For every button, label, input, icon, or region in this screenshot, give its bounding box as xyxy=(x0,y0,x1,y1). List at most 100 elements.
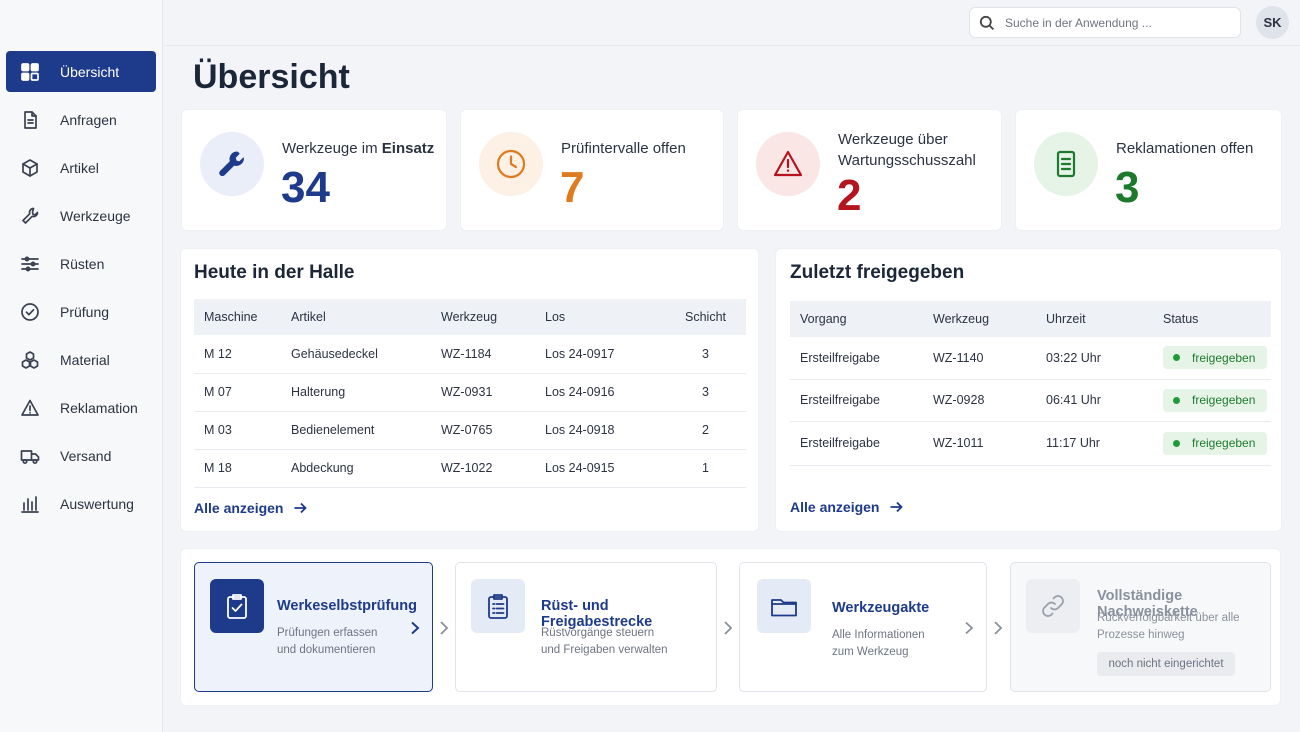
chevron-right-icon xyxy=(724,621,733,635)
sidebar-item-reklamation[interactable]: Reklamation xyxy=(6,387,156,428)
kpi-card-werkzeuge-im-einsatz[interactable]: Werkzeuge im Einsatz 34 xyxy=(181,109,447,231)
sidebar-item-ruesten[interactable]: Rüsten xyxy=(6,243,156,284)
show-all-link[interactable]: Alle anzeigen xyxy=(790,499,904,515)
cell-uhrzeit: 11:17 Uhr xyxy=(1036,421,1153,466)
show-all-label: Alle anzeigen xyxy=(790,499,880,515)
status-badge: freigegeben xyxy=(1163,346,1268,370)
cell-uhrzeit: 03:22 Uhr xyxy=(1036,337,1153,380)
column-header[interactable]: Artikel xyxy=(281,299,431,335)
table-row[interactable]: Ersteilfreigabe WZ-1011 11:17 Uhr freige… xyxy=(790,421,1271,466)
chevron-right-icon xyxy=(965,621,974,635)
step-title: Werkeselbstprüfung xyxy=(277,598,417,614)
column-header[interactable]: Werkzeug xyxy=(923,301,1036,337)
dashboard-icon xyxy=(6,62,54,82)
show-all-link[interactable]: Alle anzeigen xyxy=(194,500,308,516)
cell-artikel: Halterung xyxy=(281,373,431,412)
step-ruest-und-freigabestrecke[interactable]: Rüst- und Freigabestrecke Rüstvorgänge s… xyxy=(455,562,717,692)
avatar[interactable]: SK xyxy=(1256,6,1289,39)
cell-werkzeug: WZ-1184 xyxy=(431,335,535,374)
column-header[interactable]: Uhrzeit xyxy=(1036,301,1153,337)
column-header[interactable]: Schicht xyxy=(665,299,746,335)
sidebar-item-material[interactable]: Material xyxy=(6,339,156,380)
column-header[interactable]: Los xyxy=(535,299,665,335)
freigegeben-table: Vorgang Werkzeug Uhrzeit Status Ersteilf… xyxy=(790,301,1271,466)
status-label: freigegeben xyxy=(1192,350,1256,365)
table-row[interactable]: Ersteilfreigabe WZ-0928 06:41 Uhr freige… xyxy=(790,379,1271,422)
sliders-icon xyxy=(6,254,54,274)
search-input[interactable]: Suche in der Anwendung ... xyxy=(969,7,1241,38)
sidebar-item-label: Übersicht xyxy=(60,63,120,80)
kpi-label: Werkzeuge über Wartungsschusszahl xyxy=(838,131,976,169)
step-title: Vollständige Nachweiskette xyxy=(1097,588,1198,620)
table-row[interactable]: Ersteilfreigabe WZ-1140 03:22 Uhr freige… xyxy=(790,337,1271,380)
step-subtitle: Rückverfolgbarkeit über alle Prozesse hin… xyxy=(1097,612,1240,641)
panel-heute-in-der-halle: Heute in der Halle Maschine Artikel Werk… xyxy=(180,248,759,532)
check-circle-icon xyxy=(6,302,54,322)
sidebar-item-auswertung[interactable]: Auswertung xyxy=(6,483,156,524)
column-header[interactable]: Vorgang xyxy=(790,301,923,337)
clipboard-check-icon xyxy=(210,579,264,633)
sidebar-item-versand[interactable]: Versand xyxy=(6,435,156,476)
cell-schicht: 2 xyxy=(665,411,746,450)
sidebar-item-label: Auswertung xyxy=(60,495,134,512)
sidebar-item-uebersicht[interactable]: Übersicht xyxy=(6,51,156,92)
step-werkeselbstpruefung[interactable]: Werkeselbstprüfung Prüfungen erfassen und… xyxy=(194,562,433,692)
cell-status: freigegeben xyxy=(1153,379,1271,422)
table-row[interactable]: M 03 Bedienelement WZ-0765 Los 24-0918 2 xyxy=(194,411,746,450)
process-flow: Werkeselbstprüfung Prüfungen erfassen und… xyxy=(180,548,1281,706)
panel-title: Heute in der Halle xyxy=(194,262,355,283)
status-label: freigegeben xyxy=(1192,436,1256,450)
table-row[interactable]: M 12 Gehäusedeckel WZ-1184 Los 24-0917 3 xyxy=(194,335,746,374)
sidebar-item-anfragen[interactable]: Anfragen xyxy=(6,99,156,140)
cell-artikel: Abdeckung xyxy=(281,449,431,488)
search-placeholder: Suche in der Anwendung ... xyxy=(1005,15,1152,30)
cell-werkzeug: WZ-0931 xyxy=(431,373,535,412)
table-header-row: Vorgang Werkzeug Uhrzeit Status xyxy=(790,301,1271,337)
sidebar-item-artikel[interactable]: Artikel xyxy=(6,147,156,188)
sidebar-item-label: Artikel xyxy=(60,159,99,176)
status-badge: freigegeben xyxy=(1163,388,1268,412)
cell-schicht: 3 xyxy=(665,373,746,412)
clock-icon xyxy=(479,132,543,196)
table-row[interactable]: M 18 Abdeckung WZ-1022 Los 24-0915 1 xyxy=(194,449,746,488)
wrench-icon xyxy=(200,132,264,196)
status-badge: noch nicht eingerichtet xyxy=(1097,652,1235,676)
kpi-value: 7 xyxy=(560,163,585,212)
kpi-card-reklamationen-offen[interactable]: Reklamationen offen 3 xyxy=(1015,109,1282,231)
cell-maschine: M 12 xyxy=(194,335,281,374)
kpi-label: Werkzeuge im Einsatz xyxy=(282,140,435,157)
column-header[interactable]: Status xyxy=(1153,301,1271,337)
sidebar-item-werkzeuge[interactable]: Werkzeuge xyxy=(6,195,156,236)
cell-werkzeug: WZ-1011 xyxy=(923,421,1036,466)
sidebar-item-pruefung[interactable]: Prüfung xyxy=(6,291,156,332)
search-icon xyxy=(979,15,995,30)
cell-vorgang: Ersteilfreigabe xyxy=(790,337,923,380)
sidebar-item-label: Prüfung xyxy=(60,303,110,320)
kpi-value: 2 xyxy=(837,171,862,220)
kpi-card-pruefintervalle-offen[interactable]: Prüfintervalle offen 7 xyxy=(460,109,724,231)
cell-status: freigegeben xyxy=(1153,337,1271,380)
column-header[interactable]: Werkzeug xyxy=(431,299,535,335)
column-header[interactable]: Maschine xyxy=(194,299,281,335)
kpi-card-wartungsschusszahl[interactable]: Werkzeuge über Wartungsschusszahl 2 xyxy=(737,109,1002,231)
kpi-label: Prüfintervalle offen xyxy=(561,140,686,157)
cell-vorgang: Ersteilfreigabe xyxy=(790,421,923,466)
clipboard-list-icon xyxy=(471,579,525,633)
truck-icon xyxy=(6,446,54,466)
document-icon xyxy=(1034,132,1098,196)
step-title: Werkzeugakte xyxy=(832,600,930,616)
sidebar-item-label: Material xyxy=(60,351,110,368)
wrench-icon xyxy=(6,206,54,226)
step-subtitle: Rüstvorgänge steuern und Freigaben verwal… xyxy=(541,627,668,656)
cell-status: freigegeben xyxy=(1153,421,1271,466)
cell-uhrzeit: 06:41 Uhr xyxy=(1036,379,1153,422)
table-row[interactable]: M 07 Halterung WZ-0931 Los 24-0916 3 xyxy=(194,373,746,412)
cell-artikel: Gehäusedeckel xyxy=(281,335,431,374)
arrow-right-icon xyxy=(890,501,904,513)
kpi-value: 34 xyxy=(281,163,330,212)
warning-icon xyxy=(756,132,820,196)
step-werkzeugakte[interactable]: Werkzeugakte Alle Informationen zum Werkz… xyxy=(739,562,987,692)
box-icon xyxy=(6,158,54,178)
status-dot xyxy=(1173,354,1180,362)
cell-los: Los 24-0916 xyxy=(535,373,665,412)
